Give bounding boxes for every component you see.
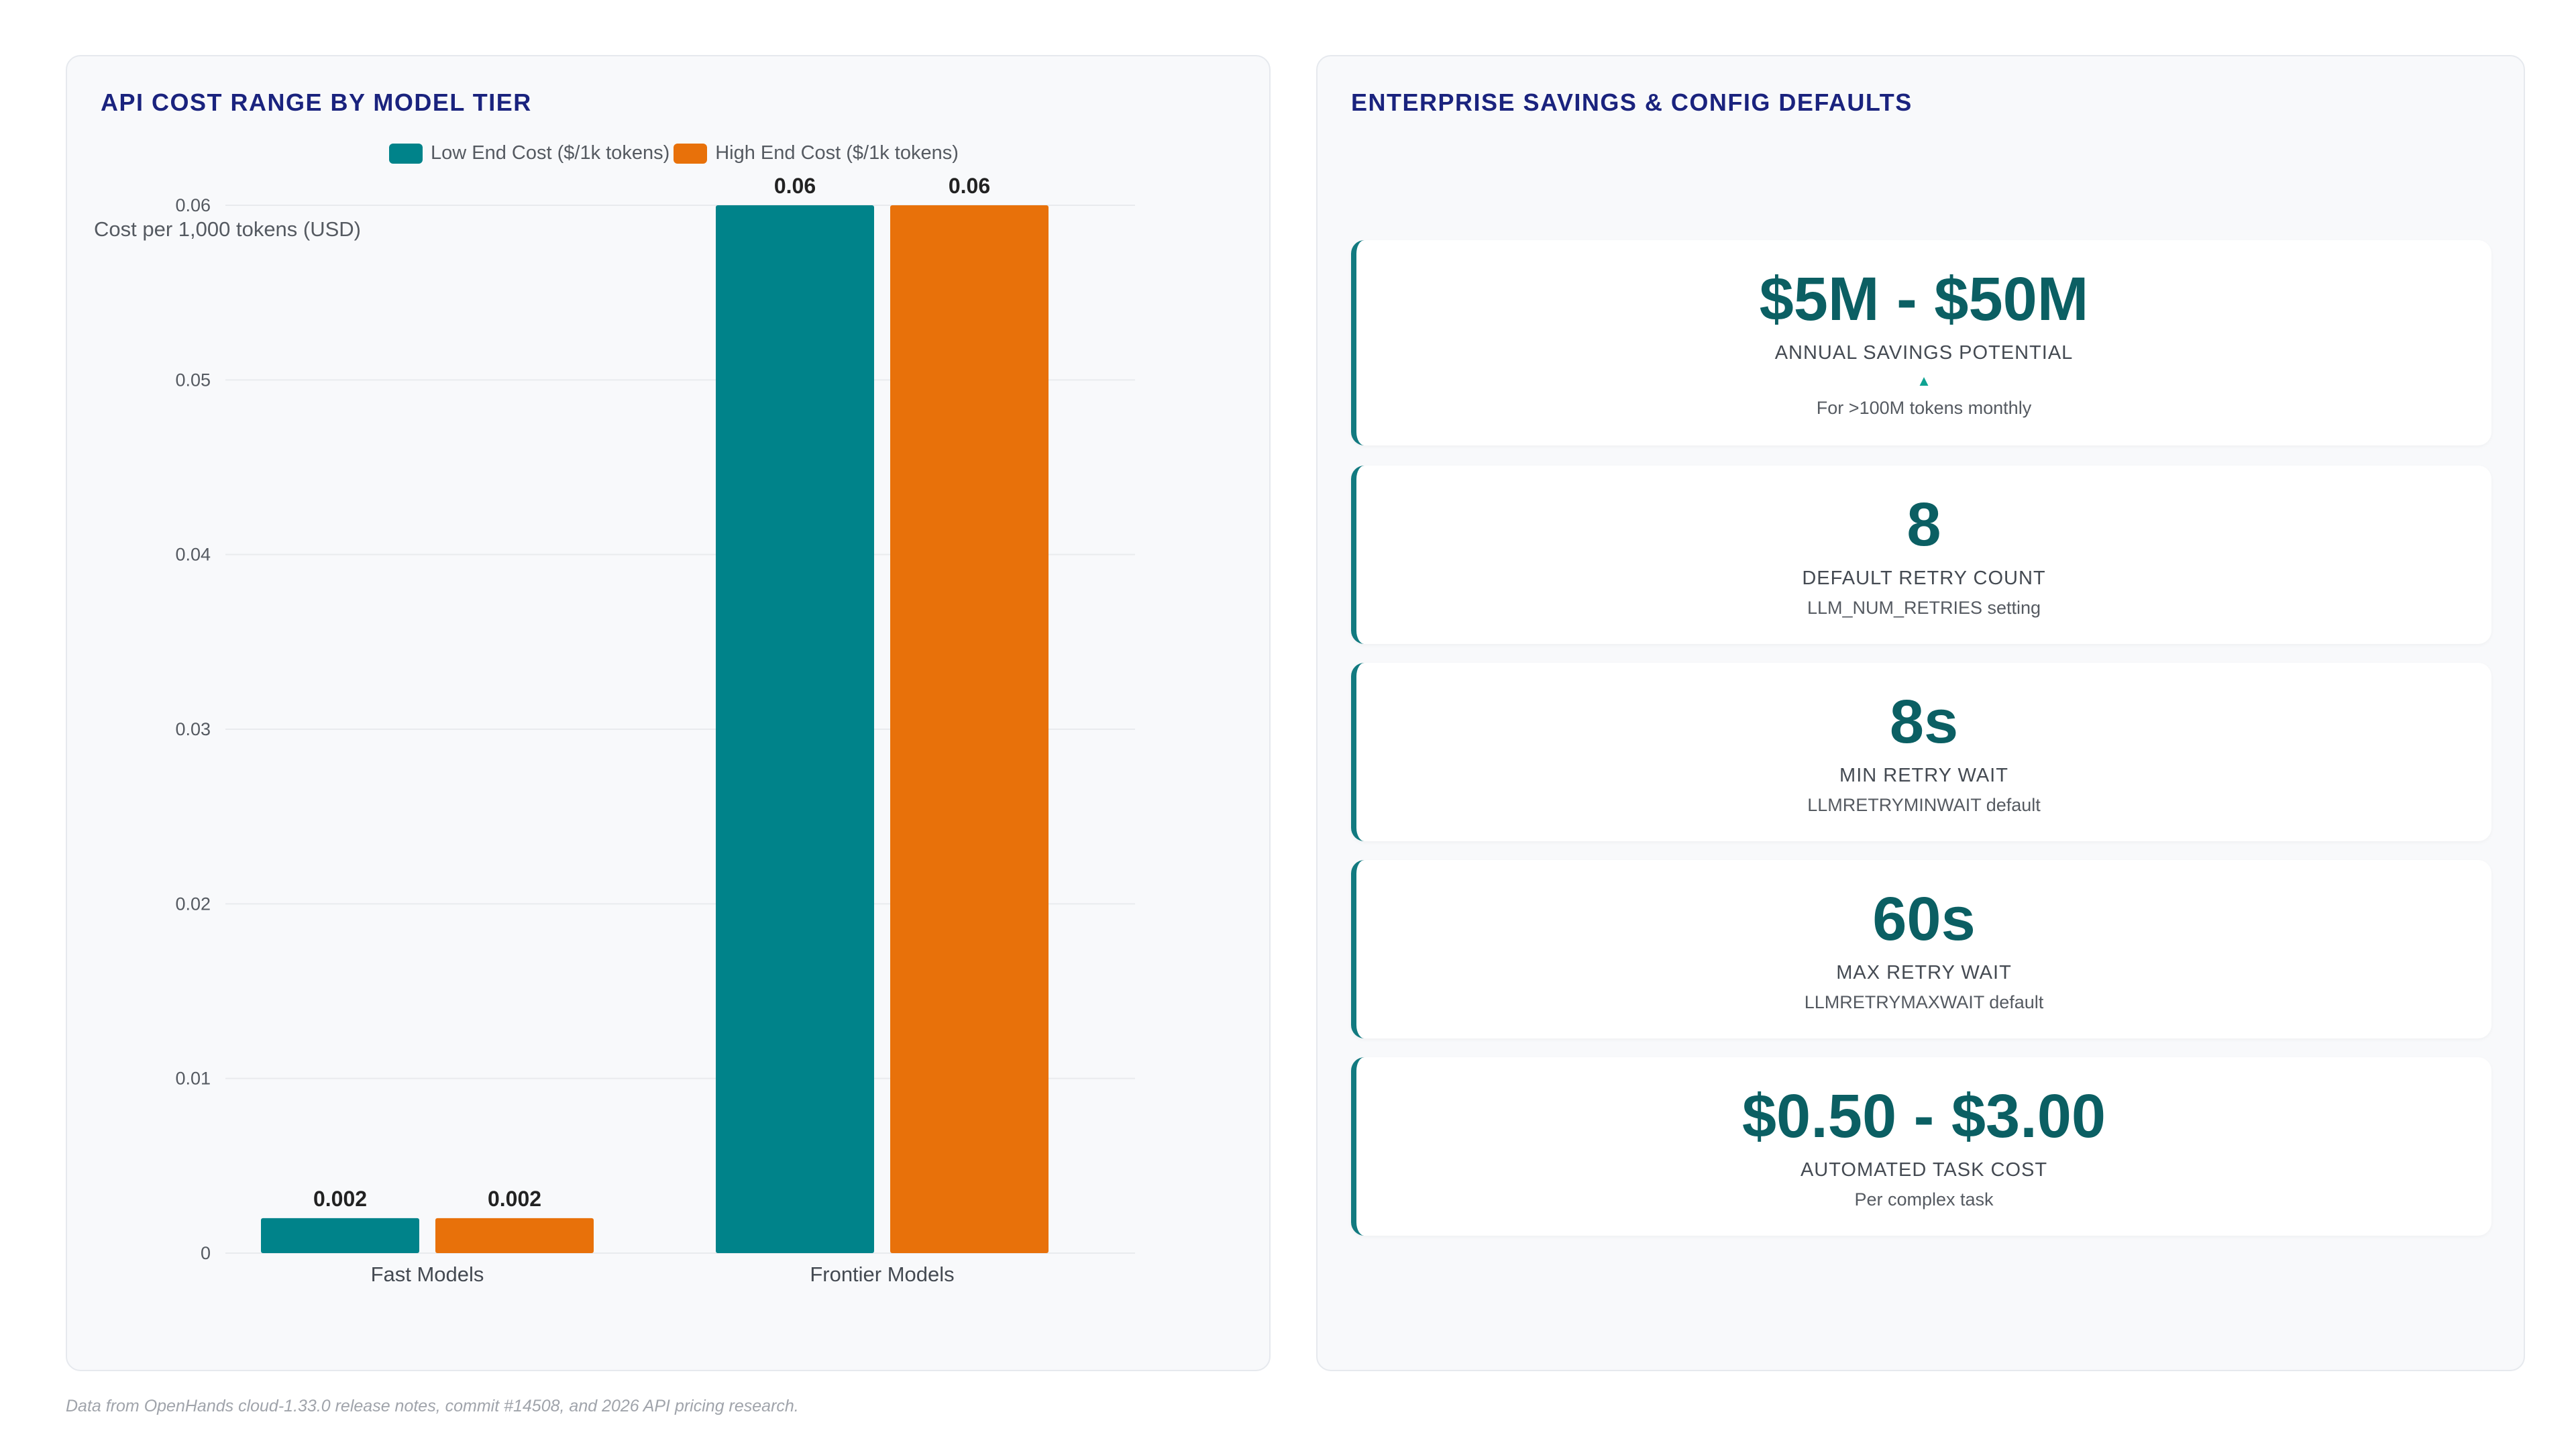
legend-label-high: High End Cost ($/1k tokens) [715,142,959,164]
stat-card-max-retry-wait: 60s MAX RETRY WAIT LLMRETRYMAXWAIT defau… [1351,860,2491,1038]
stats-title: ENTERPRISE SAVINGS & CONFIG DEFAULTS [1351,89,1913,116]
data-label: 0.06 [774,174,816,198]
bar [890,205,1049,1253]
data-label: 0.06 [949,174,990,198]
stat-value: $0.50 - $3.00 [1741,1082,2106,1150]
stat-label: AUTOMATED TASK COST [1800,1159,2048,1181]
y-tick-label: 0.06 [175,195,211,215]
x-tick-label: Fast Models [371,1263,484,1286]
stat-label: MIN RETRY WAIT [1839,765,2008,786]
stat-card-annual-savings: $5M - $50M ANNUAL SAVINGS POTENTIAL ▲ Fo… [1351,240,2491,445]
stat-value: 8 [1907,490,1941,559]
chart-legend: Low End Cost ($/1k tokens) High End Cost… [389,142,963,164]
stat-label: DEFAULT RETRY COUNT [1802,568,2046,589]
legend-swatch-low [389,143,423,164]
stats-panel: ENTERPRISE SAVINGS & CONFIG DEFAULTS $5M… [1316,55,2525,1371]
bar [716,205,874,1253]
stat-value: 60s [1872,885,1976,953]
stat-subtext: LLM_NUM_RETRIES setting [1807,598,2041,618]
y-tick-label: 0.04 [175,545,211,565]
data-label: 0.002 [488,1187,541,1211]
chart-title: API COST RANGE BY MODEL TIER [101,89,532,116]
stat-value: $5M - $50M [1759,265,2089,333]
data-label: 0.002 [313,1187,367,1211]
stat-card-automated-task-cost: $0.50 - $3.00 AUTOMATED TASK COST Per co… [1351,1057,2491,1236]
y-axis-label: Cost per 1,000 tokens (USD) [94,217,362,241]
stat-subtext: LLMRETRYMINWAIT default [1807,795,2041,815]
bar [261,1218,419,1253]
legend-item-high[interactable]: High End Cost ($/1k tokens) [674,142,959,164]
stat-subtext: For >100M tokens monthly [1816,398,2032,418]
source-footnote: Data from OpenHands cloud-1.33.0 release… [66,1397,799,1415]
stat-label: MAX RETRY WAIT [1836,962,2012,983]
y-tick-label: 0.01 [175,1069,211,1089]
x-tick-label: Frontier Models [810,1263,954,1286]
stat-card-min-retry-wait: 8s MIN RETRY WAIT LLMRETRYMINWAIT defaul… [1351,663,2491,841]
stat-subtext: LLMRETRYMAXWAIT default [1804,992,2044,1012]
y-tick-label: 0.03 [175,719,211,739]
legend-item-low[interactable]: Low End Cost ($/1k tokens) [389,142,669,164]
stat-value: 8s [1889,688,1959,756]
chart-panel: API COST RANGE BY MODEL TIER Low End Cos… [66,55,1271,1371]
bar-chart: 0 0.01 0.02 0.03 0.04 0.05 0.06 0.002 0.002 Fast … [175,174,1135,1286]
y-tick-label: 0.02 [175,894,211,914]
stat-label: ANNUAL SAVINGS POTENTIAL [1774,342,2074,364]
trend-up-icon: ▲ [1917,372,1931,389]
legend-label-low: Low End Cost ($/1k tokens) [431,142,670,164]
legend-swatch-high [674,143,708,164]
y-tick-label: 0.05 [175,370,211,390]
stat-card-retry-count: 8 DEFAULT RETRY COUNT LLM_NUM_RETRIES se… [1351,466,2491,644]
stat-subtext: Per complex task [1854,1189,1994,1210]
bar [435,1218,594,1253]
y-tick-label: 0 [201,1243,211,1263]
